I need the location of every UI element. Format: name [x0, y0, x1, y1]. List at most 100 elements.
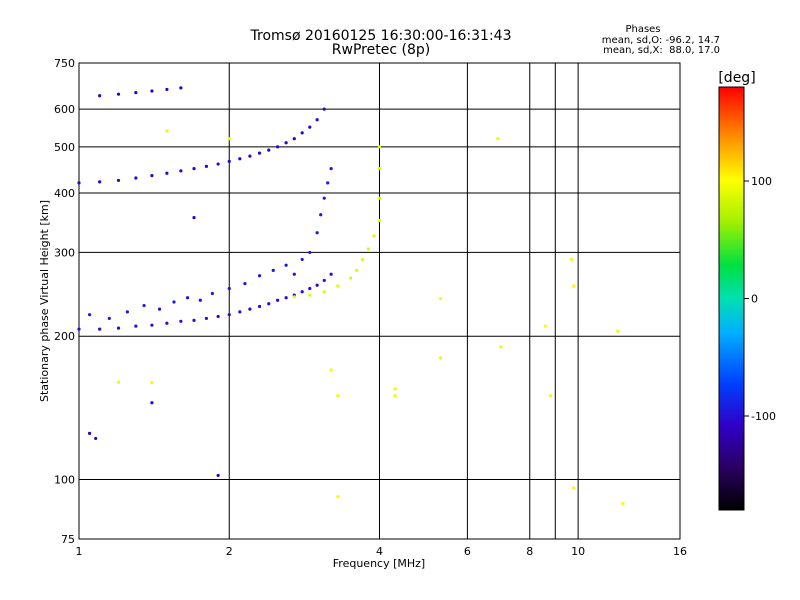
data-point — [192, 318, 196, 322]
stats-line-o: mean, sd,O: -96.2, 14.7 — [602, 35, 720, 46]
data-point — [543, 324, 548, 328]
y-tick-label: 750 — [54, 57, 75, 70]
data-point — [315, 231, 319, 235]
data-point — [165, 171, 169, 175]
data-point — [257, 151, 262, 155]
data-point — [308, 250, 312, 255]
data-point — [107, 316, 111, 321]
data-point — [366, 247, 370, 251]
data-point — [308, 286, 312, 291]
y-tick-label: 100 — [54, 474, 75, 487]
x-tick-label: 4 — [376, 545, 383, 558]
data-point — [267, 302, 271, 306]
data-point — [300, 290, 304, 294]
data-point — [204, 164, 209, 168]
data-point — [198, 298, 202, 302]
data-point — [393, 387, 397, 391]
data-point — [308, 125, 312, 129]
chart-subtitle: RwPretec (8p) — [332, 42, 430, 58]
data-point — [134, 324, 138, 328]
data-point — [243, 281, 247, 286]
data-point — [284, 263, 288, 267]
data-point — [142, 303, 146, 308]
data-point — [438, 356, 443, 360]
data-point — [322, 107, 326, 111]
data-point — [98, 94, 102, 98]
data-point — [329, 272, 333, 276]
data-point — [322, 278, 326, 283]
x-axis-ticks: 1 2 4 6 8 10 16 — [76, 545, 688, 558]
data-points — [77, 86, 625, 506]
data-point — [621, 502, 625, 506]
data-point — [134, 90, 138, 95]
data-point — [227, 313, 231, 317]
data-point — [499, 345, 503, 349]
data-point — [336, 495, 340, 499]
data-point — [116, 380, 121, 384]
data-point — [204, 316, 209, 321]
data-point — [315, 118, 319, 122]
data-point — [377, 218, 382, 223]
data-point — [616, 329, 620, 333]
y-tick-label: 500 — [54, 141, 75, 154]
data-point — [336, 284, 340, 288]
data-point — [319, 213, 323, 217]
data-point — [116, 92, 121, 96]
data-point — [227, 286, 231, 291]
data-point — [271, 268, 275, 273]
data-point — [257, 304, 262, 309]
data-point — [292, 272, 296, 276]
data-point — [216, 473, 220, 478]
data-point — [98, 327, 102, 331]
data-point — [179, 86, 183, 90]
colorbar-tick-label: 0 — [751, 293, 758, 306]
data-point — [116, 326, 121, 330]
data-point — [248, 307, 252, 311]
data-point — [192, 216, 196, 220]
data-point — [300, 257, 304, 262]
x-tick-label: 16 — [673, 545, 687, 558]
data-point — [150, 401, 154, 405]
data-point — [150, 89, 154, 93]
data-point — [336, 394, 340, 398]
x-tick-label: 6 — [464, 545, 471, 558]
data-point — [276, 145, 280, 149]
data-point — [284, 141, 288, 145]
data-point — [267, 148, 271, 152]
data-point — [355, 268, 359, 273]
data-point — [77, 327, 81, 331]
data-point — [210, 291, 214, 296]
x-tick-label: 8 — [526, 545, 533, 558]
data-point — [165, 321, 169, 325]
y-axis-ticks: 75 100 200 300 400 500 600 750 — [54, 57, 75, 546]
data-point — [393, 394, 397, 398]
data-point — [216, 162, 220, 166]
data-point — [322, 196, 326, 200]
data-point — [377, 167, 382, 171]
x-tick-label: 10 — [571, 545, 585, 558]
data-point — [572, 486, 576, 490]
data-point — [238, 157, 242, 161]
data-point — [292, 137, 296, 141]
data-point — [315, 283, 319, 287]
colorbar-ticks: -100 0 100 — [744, 175, 776, 423]
data-point — [361, 257, 365, 262]
colorbar-tick-label: 100 — [751, 175, 772, 188]
data-point — [372, 234, 376, 238]
data-point — [216, 314, 220, 319]
data-point — [227, 137, 231, 141]
data-point — [438, 296, 443, 301]
data-point — [569, 257, 574, 262]
data-point — [165, 129, 169, 133]
data-point — [276, 298, 280, 302]
y-tick-label: 300 — [54, 246, 75, 259]
data-point — [308, 293, 312, 297]
y-tick-label: 400 — [54, 187, 75, 200]
y-tick-label: 600 — [54, 103, 75, 116]
stats-line-x: mean, sd,X: 88.0, 17.0 — [603, 45, 720, 56]
y-tick-label: 200 — [54, 330, 75, 343]
plot-area: 1 2 4 6 8 10 16 75 100 200 300 400 500 600 750 — [54, 57, 687, 558]
data-point — [172, 300, 176, 304]
data-point — [227, 159, 231, 163]
data-point — [326, 181, 330, 185]
